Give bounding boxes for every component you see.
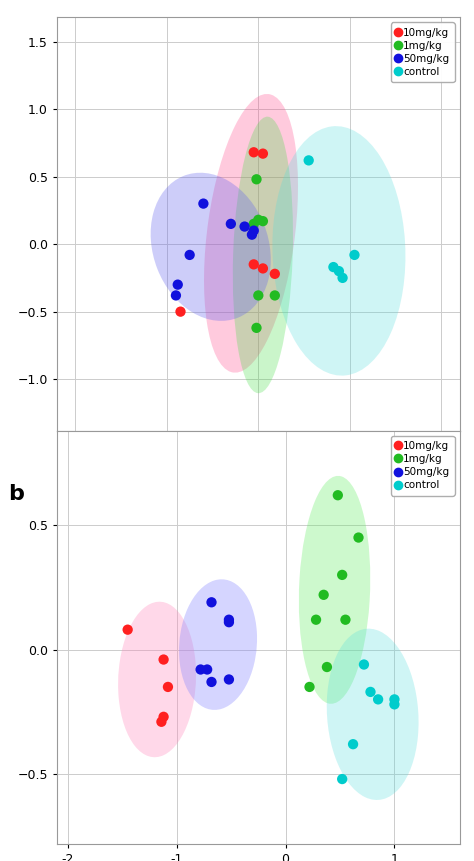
Point [255,213,262,226]
Point [208,596,215,610]
Point [253,321,260,335]
Point [174,278,182,292]
Point [124,623,131,636]
Point [338,568,346,582]
Point [259,146,267,160]
Ellipse shape [273,126,405,375]
Ellipse shape [151,173,271,321]
Point [271,267,279,281]
Ellipse shape [179,579,257,710]
Point [329,260,337,274]
Point [158,715,165,728]
Point [225,616,233,629]
Point [355,530,362,544]
Point [305,153,312,167]
Ellipse shape [204,94,298,373]
Point [323,660,331,674]
Point [367,685,374,699]
Point [259,262,267,276]
Point [271,288,279,302]
Point [203,663,211,677]
Point [320,588,328,602]
Point [349,737,357,751]
Point [248,228,255,242]
Point [250,224,257,238]
Point [253,172,260,186]
Point [306,680,313,694]
Point [250,146,257,159]
Point [172,288,180,302]
Point [255,288,262,302]
Point [241,220,248,233]
Point [391,692,398,706]
Point [259,214,267,228]
Point [186,248,193,262]
Legend: 10mg/kg, 1mg/kg, 50mg/kg, control: 10mg/kg, 1mg/kg, 50mg/kg, control [391,436,455,495]
Point [200,196,207,210]
Ellipse shape [299,476,370,703]
Ellipse shape [327,629,419,800]
Point [225,613,233,627]
Point [160,710,167,724]
Point [374,692,382,706]
Point [338,772,346,786]
Text: PC1 (48.2%): PC1 (48.2%) [206,472,310,486]
Ellipse shape [118,602,196,757]
Point [160,653,167,666]
Point [391,697,398,711]
Ellipse shape [233,116,293,393]
Point [342,613,349,627]
Point [225,672,233,686]
Text: b: b [9,484,24,505]
Point [312,613,320,627]
Point [250,257,257,271]
Point [339,271,346,285]
Legend: 10mg/kg, 1mg/kg, 50mg/kg, control: 10mg/kg, 1mg/kg, 50mg/kg, control [391,22,455,82]
Point [351,248,358,262]
Point [177,305,184,319]
Point [164,680,172,694]
Point [197,663,204,677]
Point [360,658,368,672]
Point [227,217,235,231]
Point [335,264,343,278]
Point [250,217,257,231]
Point [208,675,215,689]
Point [334,488,342,502]
